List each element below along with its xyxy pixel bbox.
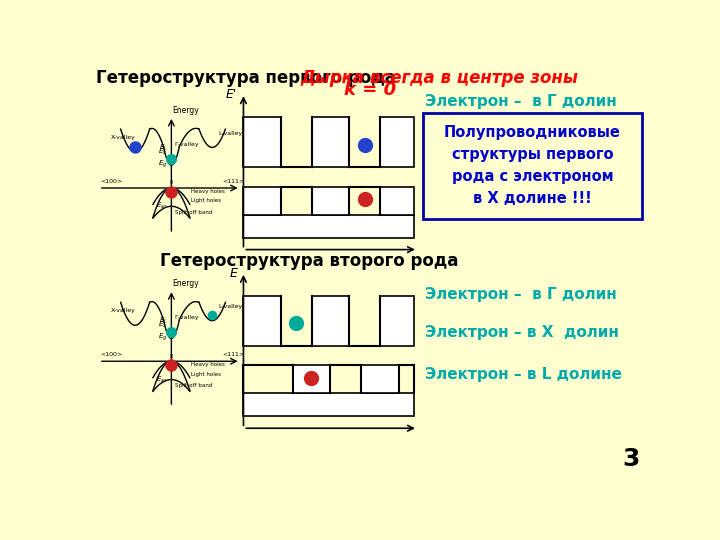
Text: Split-off band: Split-off band [175,383,212,388]
Text: $E_{so}$: $E_{so}$ [156,201,168,212]
Bar [243,118,281,167]
Text: k = 0: k = 0 [344,81,397,99]
Text: Energy: Energy [173,279,199,288]
Bar [380,118,414,167]
Text: <100>: <100> [100,179,122,184]
FancyBboxPatch shape [423,112,642,219]
Bar [293,365,330,393]
Text: $E_L$: $E_L$ [158,143,168,152]
Bar [312,118,349,167]
Text: E: E [230,267,238,280]
Text: 0: 0 [170,180,173,185]
Text: <111>: <111> [222,352,245,357]
Bar [312,296,349,346]
Bar [380,186,414,214]
Text: Light holes: Light holes [191,198,221,204]
Bar [361,365,399,393]
Bar [293,365,330,393]
Text: E': E' [226,89,238,102]
Text: Г-valley: Г-valley [174,315,199,320]
Bar [243,296,281,346]
Text: Электрон –  в Г долин: Электрон – в Г долин [425,287,616,302]
Bar [380,296,414,346]
Text: Split-off band: Split-off band [175,210,212,215]
Text: <111>: <111> [222,179,245,184]
Text: $E_{so}$: $E_{so}$ [156,374,168,384]
Text: $E_L$: $E_L$ [158,315,168,326]
Text: Heavy holes: Heavy holes [191,189,225,194]
Text: Электрон –  в Г долин: Электрон – в Г долин [425,94,616,109]
Text: Дырка всегда в центре зоны: Дырка всегда в центре зоны [301,69,579,87]
Bar [312,118,349,167]
Text: <100>: <100> [100,352,122,357]
Bar [312,186,349,214]
Text: L-valley: L-valley [219,131,243,136]
Text: Электрон – в Х  долин: Электрон – в Х долин [425,325,618,340]
Bar [243,186,281,214]
Bar [380,118,414,167]
Bar [243,393,414,416]
Bar [243,186,281,214]
Text: $E_g$: $E_g$ [158,158,168,170]
Text: Гетероструктура второго рода: Гетероструктура второго рода [160,252,458,270]
Text: Energy: Energy [173,106,199,114]
Text: $E_x$: $E_x$ [158,320,168,330]
Text: Heavy holes: Heavy holes [191,362,225,368]
Text: X-valley: X-valley [111,135,136,140]
Text: Г-valley: Г-valley [174,142,199,147]
Bar [243,118,281,167]
Bar [380,186,414,214]
Bar [243,214,414,238]
Text: L-valley: L-valley [219,304,243,309]
Bar [312,186,349,214]
Text: Электрон – в L долине: Электрон – в L долине [425,367,621,382]
Bar [380,296,414,346]
Bar [243,296,281,346]
Bar [243,214,414,238]
Bar [243,393,414,416]
Text: 3: 3 [623,447,640,471]
Text: Light holes: Light holes [191,372,221,376]
Bar [312,296,349,346]
Text: 0: 0 [170,354,173,359]
Text: X-valley: X-valley [111,308,136,314]
Bar [361,365,399,393]
Text: $E_x$: $E_x$ [158,147,168,157]
Text: $E_g$: $E_g$ [158,331,168,343]
Text: Полупроводниковые
структуры первого
рода с электроном
в X долине !!!: Полупроводниковые структуры первого рода… [444,125,621,206]
Text: Гетероструктура первого рода: Гетероструктура первого рода [96,69,402,87]
